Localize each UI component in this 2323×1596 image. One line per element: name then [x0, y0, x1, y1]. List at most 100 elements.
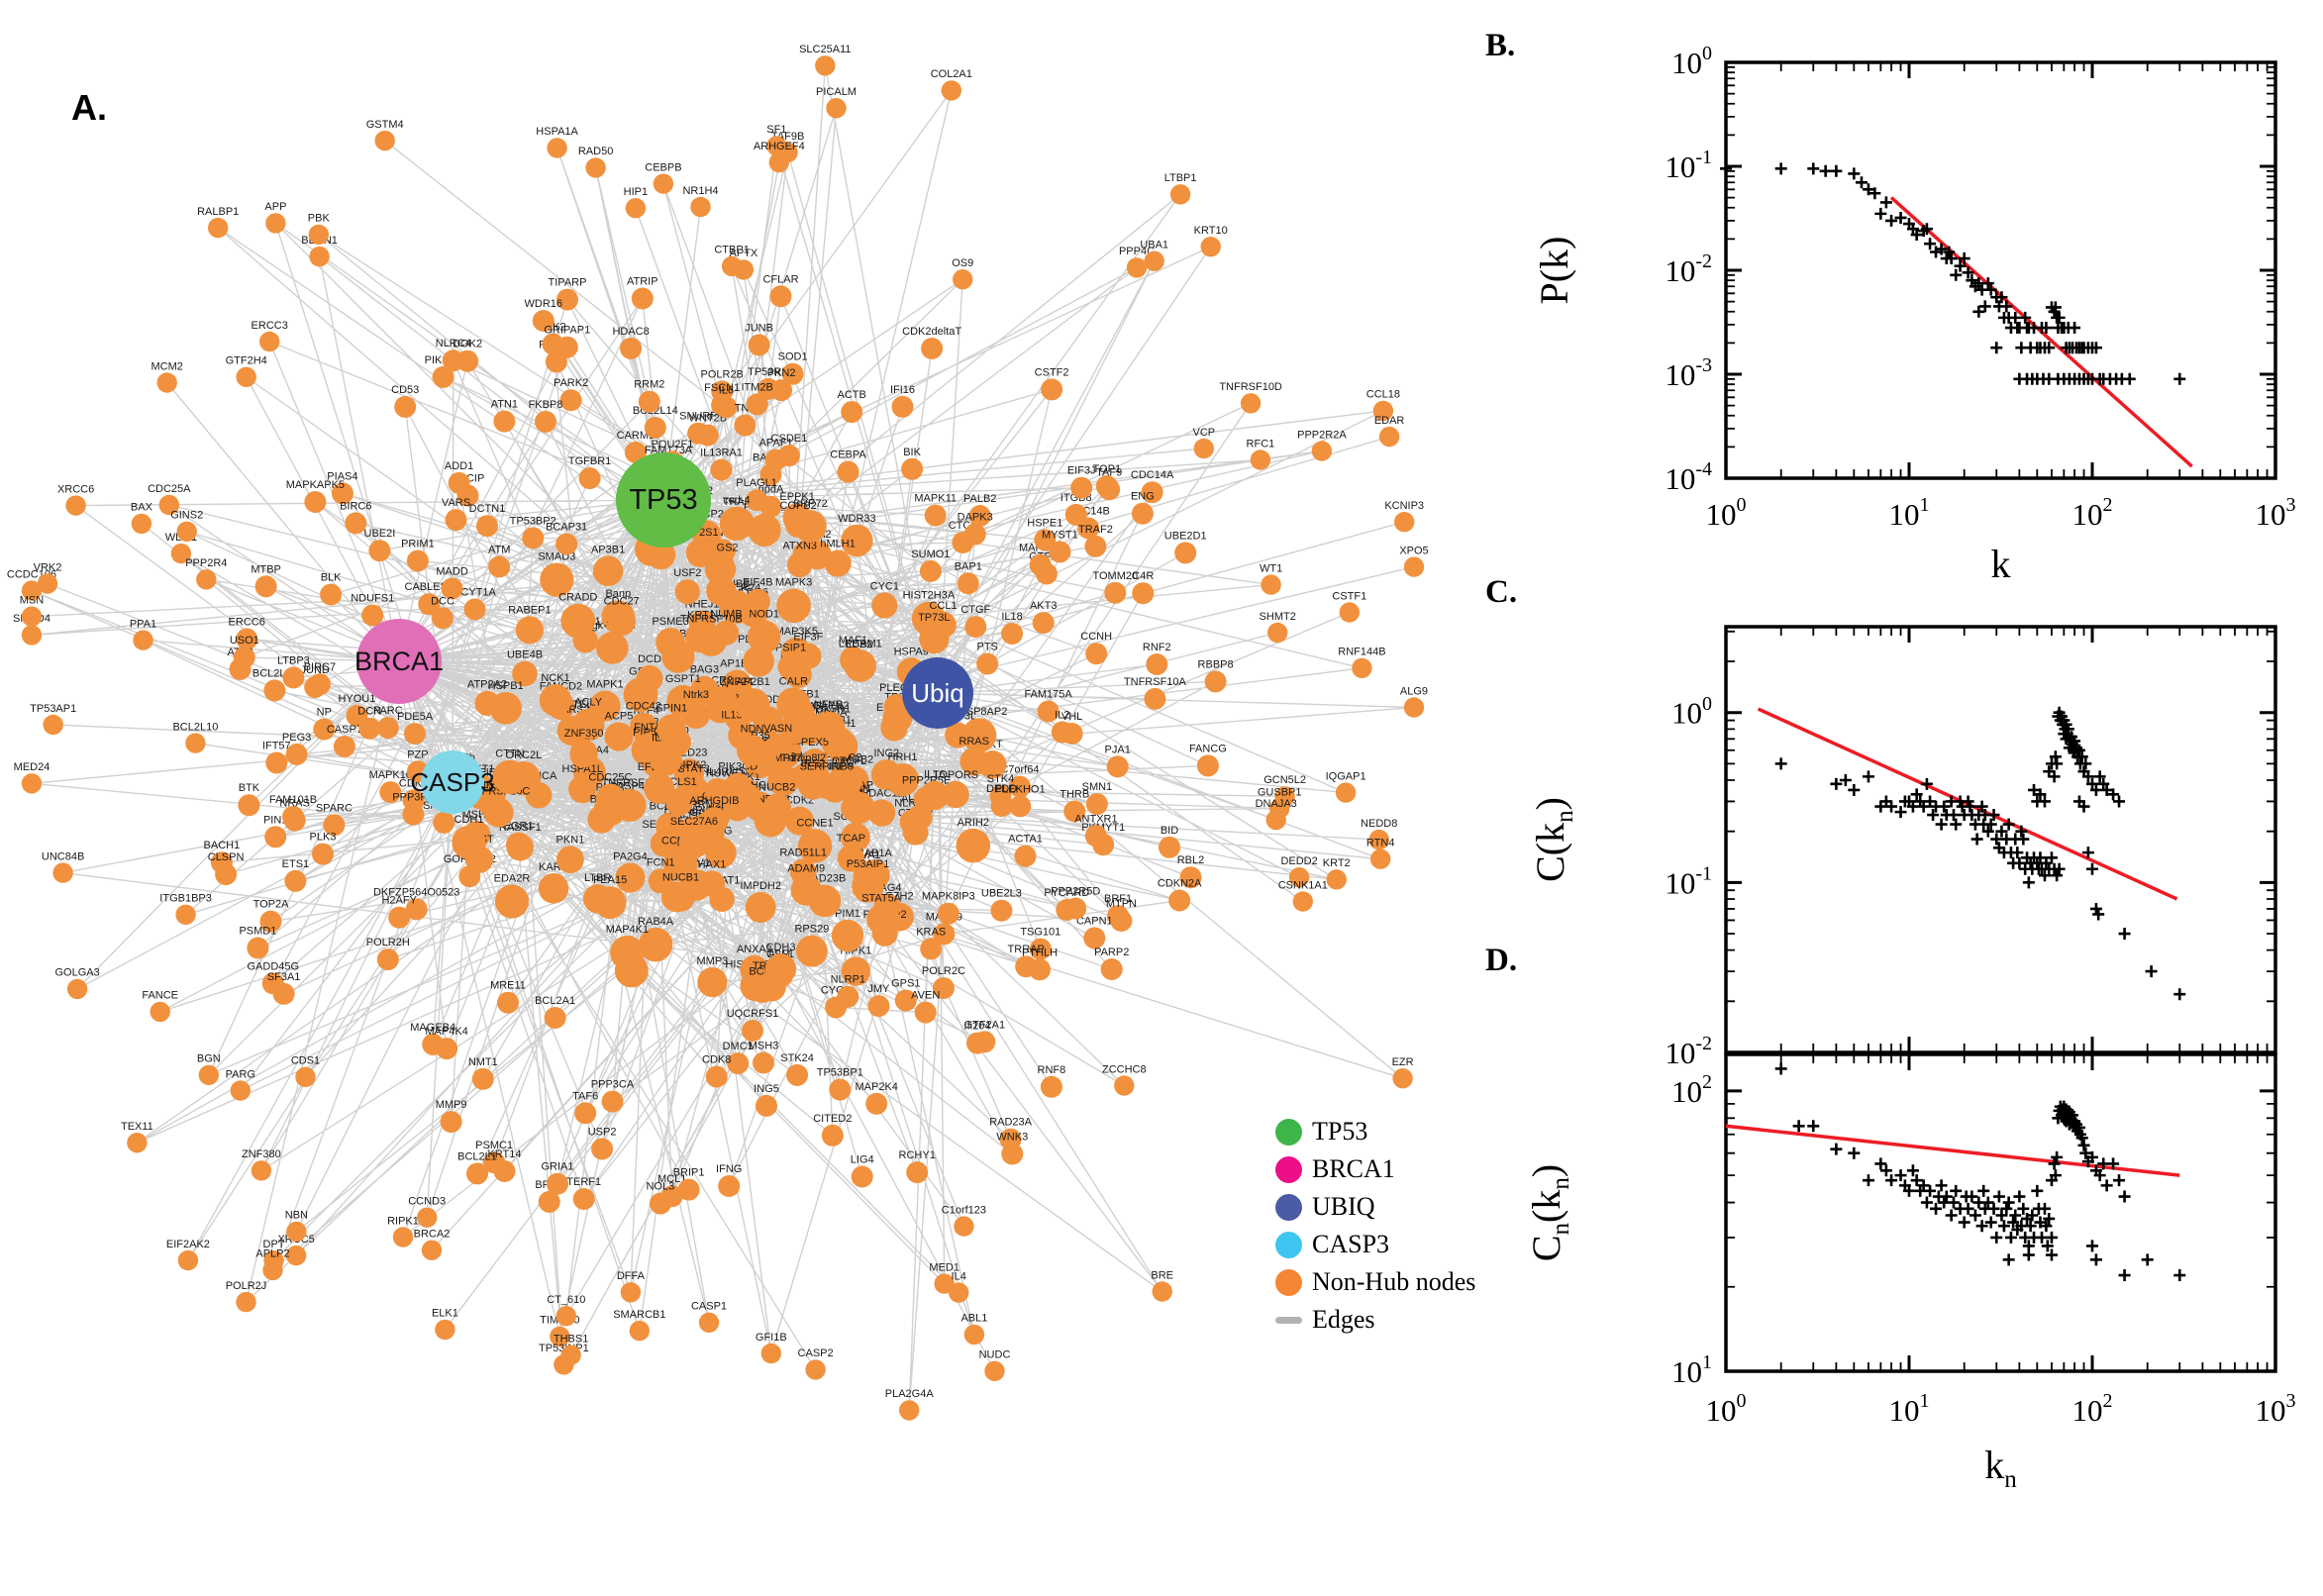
network-node — [127, 1133, 148, 1153]
node-label: UBE2D1 — [1164, 530, 1207, 542]
network-node — [1378, 426, 1400, 448]
x-axis-title: k — [1991, 542, 2011, 579]
network-node — [406, 549, 429, 572]
node-label: RTN4 — [1366, 838, 1395, 849]
node-label: FAM101B — [269, 794, 317, 806]
network-node — [282, 666, 305, 689]
network-node — [1029, 553, 1052, 576]
node-label: EIF3J — [1067, 465, 1096, 477]
node-label: HYOU1 — [338, 693, 375, 705]
node-label: TNFRSF10A — [1124, 676, 1187, 688]
network-node — [374, 130, 395, 151]
node-label: SMARCB1 — [613, 1309, 665, 1321]
node-label: GUSBP1 — [1258, 786, 1302, 798]
network-node — [21, 606, 43, 627]
node-label: BRE — [1151, 1269, 1173, 1281]
node-label: BAG3 — [690, 664, 719, 676]
network-node — [156, 372, 177, 393]
network-node — [247, 937, 269, 959]
node-label: CASP2 — [798, 1347, 834, 1359]
network-node — [43, 714, 63, 736]
network-node — [793, 510, 827, 544]
network-node — [956, 828, 991, 863]
network-node — [574, 1102, 597, 1125]
network-node — [418, 593, 441, 616]
network-node — [312, 843, 334, 865]
node-label: EDA2R — [494, 872, 531, 884]
node-label: NFYB — [814, 699, 843, 711]
node-label: PEA15 — [593, 874, 627, 886]
node-label: ARHGDIB — [689, 795, 739, 807]
node-label: KRT10 — [1194, 225, 1228, 237]
node-label: SEC27A6 — [670, 816, 718, 828]
network-node — [259, 910, 282, 933]
network-node — [770, 379, 793, 402]
node-label: TRRAP — [1008, 944, 1045, 955]
node-label: NR1H4 — [682, 185, 718, 197]
node-label: EPPK1 — [779, 491, 814, 503]
network-node — [748, 334, 770, 356]
node-label: BCAP31 — [546, 522, 587, 534]
network-node — [1114, 1075, 1135, 1096]
network-node — [196, 569, 217, 590]
network-node — [512, 660, 538, 687]
node-label: CDS1 — [291, 1055, 320, 1067]
network-node — [1261, 574, 1281, 595]
network-node — [841, 822, 870, 852]
node-label: PARG — [226, 1068, 255, 1080]
network-node — [185, 733, 206, 753]
node-label: MAF1 — [839, 635, 867, 647]
node-label: GFI1B — [756, 1332, 787, 1344]
node-label: UQCRFS1 — [727, 1008, 779, 1020]
node-label: PSMC1 — [475, 1140, 513, 1151]
network-node — [358, 717, 381, 740]
node-label: NLRC4 — [436, 338, 471, 349]
node-label: ING5 — [754, 1083, 779, 1095]
network-node — [837, 460, 859, 483]
node-label: RAD50 — [578, 146, 613, 157]
network-node — [435, 1319, 455, 1341]
scatter-points — [1720, 162, 2186, 385]
node-label: CSTF2 — [1035, 366, 1069, 378]
network-node — [899, 1400, 920, 1421]
network-node — [1311, 441, 1333, 461]
network-node — [569, 739, 598, 768]
node-label: PCYT1A — [454, 587, 496, 599]
network-node — [937, 902, 960, 925]
network-node — [841, 956, 870, 986]
legend-dot-icon — [1275, 1118, 1302, 1146]
node-label: PPP2R4 — [185, 557, 227, 569]
node-label: SRP72 — [793, 498, 828, 510]
node-label: AVEN — [911, 990, 940, 1002]
network-node — [924, 504, 947, 527]
network-node — [644, 772, 675, 805]
network-node — [990, 899, 1013, 922]
network-node — [1009, 795, 1032, 818]
network-node — [690, 196, 711, 218]
network-node — [539, 684, 572, 717]
node-label: PLAGL1 — [736, 477, 777, 489]
network-node — [1014, 845, 1037, 867]
node-label: NOL3 — [647, 1181, 675, 1193]
network-node — [1141, 481, 1163, 504]
network-node — [1292, 891, 1314, 912]
node-label: COL2A1 — [931, 68, 972, 80]
node-label: PICALM — [816, 86, 857, 98]
network-node — [990, 795, 1013, 818]
node-label: RPS29 — [794, 924, 829, 936]
node-label: TOPORS — [933, 769, 978, 781]
node-label: KRT1 — [687, 610, 715, 622]
node-label: WT1 — [1260, 562, 1282, 574]
network-node — [176, 521, 197, 542]
node-label: RFC1 — [1247, 438, 1275, 449]
node-label: POLR2B — [700, 368, 743, 380]
network-node — [556, 288, 578, 311]
x-tick-label: 100 — [1706, 494, 1747, 532]
network-node — [592, 555, 624, 586]
node-label: HDAC8 — [612, 326, 649, 338]
network-node — [540, 562, 574, 597]
node-label: TP53BP1 — [817, 1067, 863, 1079]
node-label: IL6 — [719, 384, 734, 396]
network-node — [777, 653, 804, 680]
